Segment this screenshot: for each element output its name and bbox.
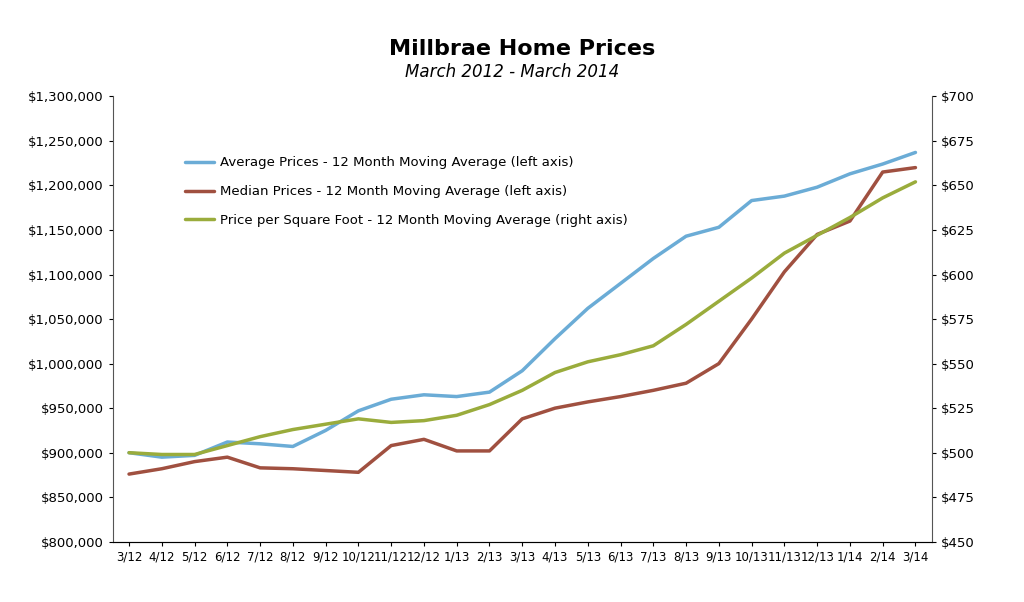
Price per Square Foot - 12 Month Moving Average (right axis) [614,351,627,358]
Text: March 2012 - March 2014: March 2012 - March 2014 [404,63,620,81]
Average Prices - 12 Month Moving Average (left axis) [909,149,922,156]
Average Prices - 12 Month Moving Average (left axis) [254,440,266,447]
Median Prices - 12 Month Moving Average (left axis) [877,169,889,176]
Price per Square Foot - 12 Month Moving Average (right axis) [385,419,397,426]
Price per Square Foot - 12 Month Moving Average (right axis) [778,249,791,256]
Median Prices - 12 Month Moving Average (left axis) [352,469,365,476]
Line: Price per Square Foot - 12 Month Moving Average (right axis): Price per Square Foot - 12 Month Moving … [129,182,915,455]
Median Prices - 12 Month Moving Average (left axis) [909,164,922,171]
Average Prices - 12 Month Moving Average (left axis) [319,427,332,434]
Price per Square Foot - 12 Month Moving Average (right axis) [221,442,233,449]
Median Prices - 12 Month Moving Average (left axis) [745,315,758,323]
Price per Square Foot - 12 Month Moving Average (right axis) [844,214,856,221]
Median Prices - 12 Month Moving Average (left axis) [680,380,692,387]
Price per Square Foot - 12 Month Moving Average (right axis) [877,194,889,202]
Average Prices - 12 Month Moving Average (left axis) [221,438,233,445]
Average Prices - 12 Month Moving Average (left axis) [156,453,168,461]
Average Prices - 12 Month Moving Average (left axis) [385,396,397,403]
Price per Square Foot - 12 Month Moving Average (right axis) [188,451,201,458]
Price per Square Foot - 12 Month Moving Average (right axis) [123,449,135,456]
Median Prices - 12 Month Moving Average (left axis) [385,442,397,449]
Median Prices - 12 Month Moving Average (left axis) [713,360,725,367]
Median Prices - 12 Month Moving Average (left axis) [549,405,561,412]
Median Prices - 12 Month Moving Average (left axis) [451,447,463,455]
Average Prices - 12 Month Moving Average (left axis) [123,449,135,456]
Median Prices - 12 Month Moving Average (left axis) [483,447,496,455]
Legend: Average Prices - 12 Month Moving Average (left axis), Median Prices - 12 Month M: Average Prices - 12 Month Moving Average… [184,157,628,227]
Median Prices - 12 Month Moving Average (left axis) [582,399,594,406]
Line: Median Prices - 12 Month Moving Average (left axis): Median Prices - 12 Month Moving Average … [129,167,915,474]
Median Prices - 12 Month Moving Average (left axis) [614,393,627,400]
Average Prices - 12 Month Moving Average (left axis) [811,184,823,191]
Average Prices - 12 Month Moving Average (left axis) [352,407,365,414]
Price per Square Foot - 12 Month Moving Average (right axis) [483,401,496,408]
Price per Square Foot - 12 Month Moving Average (right axis) [418,417,430,424]
Price per Square Foot - 12 Month Moving Average (right axis) [811,232,823,239]
Median Prices - 12 Month Moving Average (left axis) [647,386,659,394]
Median Prices - 12 Month Moving Average (left axis) [156,465,168,473]
Price per Square Foot - 12 Month Moving Average (right axis) [287,426,299,433]
Median Prices - 12 Month Moving Average (left axis) [844,217,856,225]
Median Prices - 12 Month Moving Average (left axis) [516,415,528,423]
Price per Square Foot - 12 Month Moving Average (right axis) [156,451,168,458]
Line: Average Prices - 12 Month Moving Average (left axis): Average Prices - 12 Month Moving Average… [129,152,915,457]
Average Prices - 12 Month Moving Average (left axis) [680,232,692,240]
Price per Square Foot - 12 Month Moving Average (right axis) [319,421,332,428]
Price per Square Foot - 12 Month Moving Average (right axis) [713,297,725,305]
Price per Square Foot - 12 Month Moving Average (right axis) [254,433,266,440]
Median Prices - 12 Month Moving Average (left axis) [123,471,135,478]
Average Prices - 12 Month Moving Average (left axis) [287,443,299,450]
Average Prices - 12 Month Moving Average (left axis) [877,160,889,167]
Average Prices - 12 Month Moving Average (left axis) [418,391,430,399]
Price per Square Foot - 12 Month Moving Average (right axis) [451,412,463,419]
Price per Square Foot - 12 Month Moving Average (right axis) [516,386,528,394]
Price per Square Foot - 12 Month Moving Average (right axis) [680,321,692,328]
Median Prices - 12 Month Moving Average (left axis) [418,436,430,443]
Average Prices - 12 Month Moving Average (left axis) [188,452,201,459]
Price per Square Foot - 12 Month Moving Average (right axis) [352,415,365,423]
Price per Square Foot - 12 Month Moving Average (right axis) [549,369,561,376]
Average Prices - 12 Month Moving Average (left axis) [844,170,856,178]
Price per Square Foot - 12 Month Moving Average (right axis) [582,358,594,365]
Price per Square Foot - 12 Month Moving Average (right axis) [647,342,659,349]
Average Prices - 12 Month Moving Average (left axis) [549,335,561,343]
Average Prices - 12 Month Moving Average (left axis) [451,393,463,400]
Average Prices - 12 Month Moving Average (left axis) [516,367,528,374]
Average Prices - 12 Month Moving Average (left axis) [745,197,758,204]
Average Prices - 12 Month Moving Average (left axis) [778,193,791,200]
Average Prices - 12 Month Moving Average (left axis) [647,255,659,262]
Price per Square Foot - 12 Month Moving Average (right axis) [909,178,922,185]
Median Prices - 12 Month Moving Average (left axis) [319,467,332,474]
Median Prices - 12 Month Moving Average (left axis) [778,268,791,276]
Median Prices - 12 Month Moving Average (left axis) [188,458,201,465]
Average Prices - 12 Month Moving Average (left axis) [582,305,594,312]
Average Prices - 12 Month Moving Average (left axis) [483,388,496,396]
Median Prices - 12 Month Moving Average (left axis) [811,231,823,238]
Price per Square Foot - 12 Month Moving Average (right axis) [745,275,758,282]
Average Prices - 12 Month Moving Average (left axis) [713,224,725,231]
Average Prices - 12 Month Moving Average (left axis) [614,280,627,287]
Title: Millbrae Home Prices: Millbrae Home Prices [389,39,655,58]
Median Prices - 12 Month Moving Average (left axis) [287,465,299,473]
Median Prices - 12 Month Moving Average (left axis) [254,464,266,471]
Median Prices - 12 Month Moving Average (left axis) [221,453,233,461]
